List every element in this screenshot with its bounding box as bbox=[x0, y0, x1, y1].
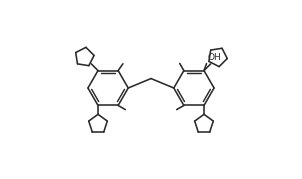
Text: OH: OH bbox=[207, 54, 221, 62]
